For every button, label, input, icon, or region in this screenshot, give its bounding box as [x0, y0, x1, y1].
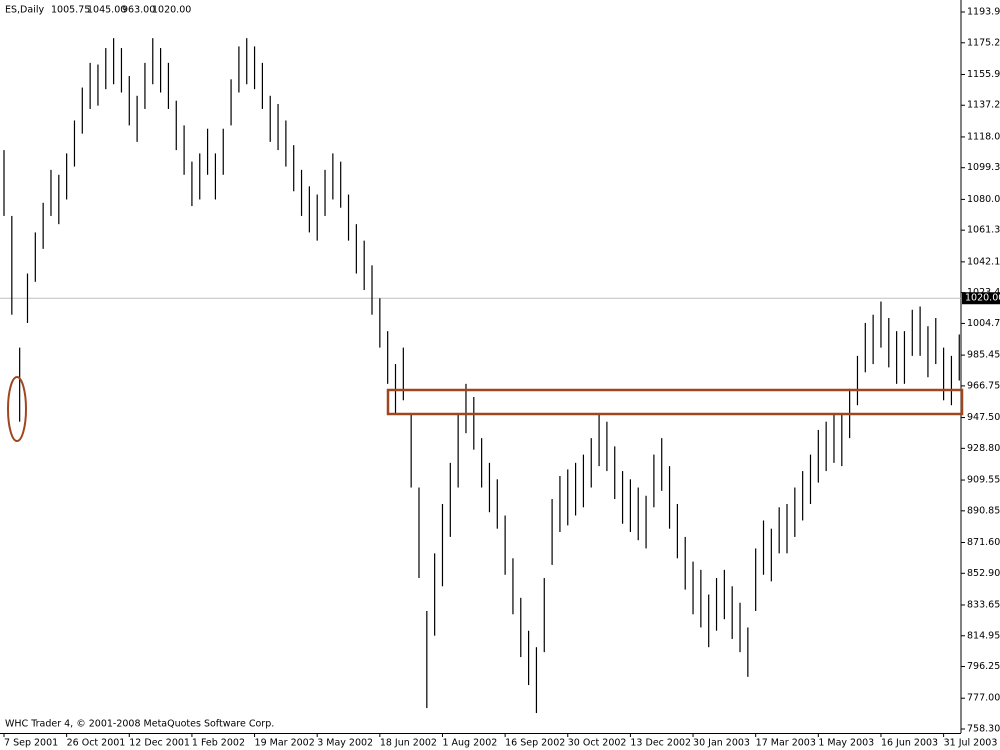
y-tick-label: 928.80 [967, 443, 1000, 454]
y-tick-label: 1099.30 [967, 162, 1000, 173]
x-tick-label: 19 Mar 2002 [255, 738, 315, 749]
y-tick-label: 1155.95 [967, 69, 1000, 80]
x-tick-label: 1 Aug 2002 [442, 738, 497, 749]
x-tick-label: 13 Dec 2002 [630, 738, 691, 749]
y-tick-label: 871.60 [967, 537, 1000, 548]
y-tick-label: 890.85 [967, 505, 1000, 516]
y-tick-label: 1061.35 [967, 225, 1000, 236]
current-price-box [962, 292, 1000, 305]
x-tick-label: 1 Feb 2002 [192, 738, 245, 749]
y-tick-label: 985.45 [967, 350, 1000, 361]
annotation-rectangle [386, 388, 964, 416]
current-price-label: 1020.00 [965, 293, 1000, 304]
y-tick-label: 758.30 [967, 724, 1000, 735]
annotation-ellipse [7, 376, 27, 442]
y-tick-label: 1080.05 [967, 194, 1000, 205]
plot [0, 38, 961, 714]
y-tick-label: 1004.70 [967, 318, 1000, 329]
y-tick-label: 1118.00 [967, 131, 1000, 142]
y-tick-label: 1042.10 [967, 256, 1000, 267]
y-tick-label: 814.95 [967, 630, 1000, 641]
y-tick-label: 947.50 [967, 412, 1000, 423]
y-tick-label: 777.00 [967, 693, 1000, 704]
header-value: 1020.00 [152, 5, 191, 16]
y-tick-label: 1193.90 [967, 6, 1000, 17]
x-tick-label: 3 May 2002 [317, 738, 373, 749]
header-value: 1005.75 [51, 5, 90, 16]
y-tick-label: 1137.25 [967, 100, 1000, 111]
x-tick-label: 30 Jan 2003 [693, 738, 750, 749]
x-tick-label: 16 Sep 2002 [505, 738, 565, 749]
y-tick-label: 796.25 [967, 661, 1000, 672]
y-tick-label: 1175.20 [967, 37, 1000, 48]
y-tick-label: 909.55 [967, 475, 1000, 486]
header-value: 963.00 [122, 5, 155, 16]
y-tick-label: 966.75 [967, 380, 1000, 391]
x-tick-label: 17 Mar 2003 [756, 738, 816, 749]
footer-text: WHC Trader 4, © 2001-2008 MetaQuotes Sof… [5, 719, 274, 730]
x-tick-label: 18 Jun 2002 [380, 738, 437, 749]
x-tick-label: 1 May 2003 [818, 738, 874, 749]
x-tick-label: 16 Jun 2003 [881, 738, 938, 749]
x-tick-label: 31 Jul 2003 [944, 738, 998, 749]
chart-title: ES,Daily [5, 5, 44, 16]
x-tick-label: 7 Sep 2001 [4, 738, 58, 749]
y-tick-label: 833.65 [967, 599, 1000, 610]
x-tick-label: 26 Oct 2001 [67, 738, 126, 749]
x-tick-label: 30 Oct 2002 [568, 738, 627, 749]
header-value: 1045.00 [87, 5, 126, 16]
x-tick-label: 12 Dec 2001 [129, 738, 190, 749]
y-tick-label: 852.90 [967, 568, 1000, 579]
